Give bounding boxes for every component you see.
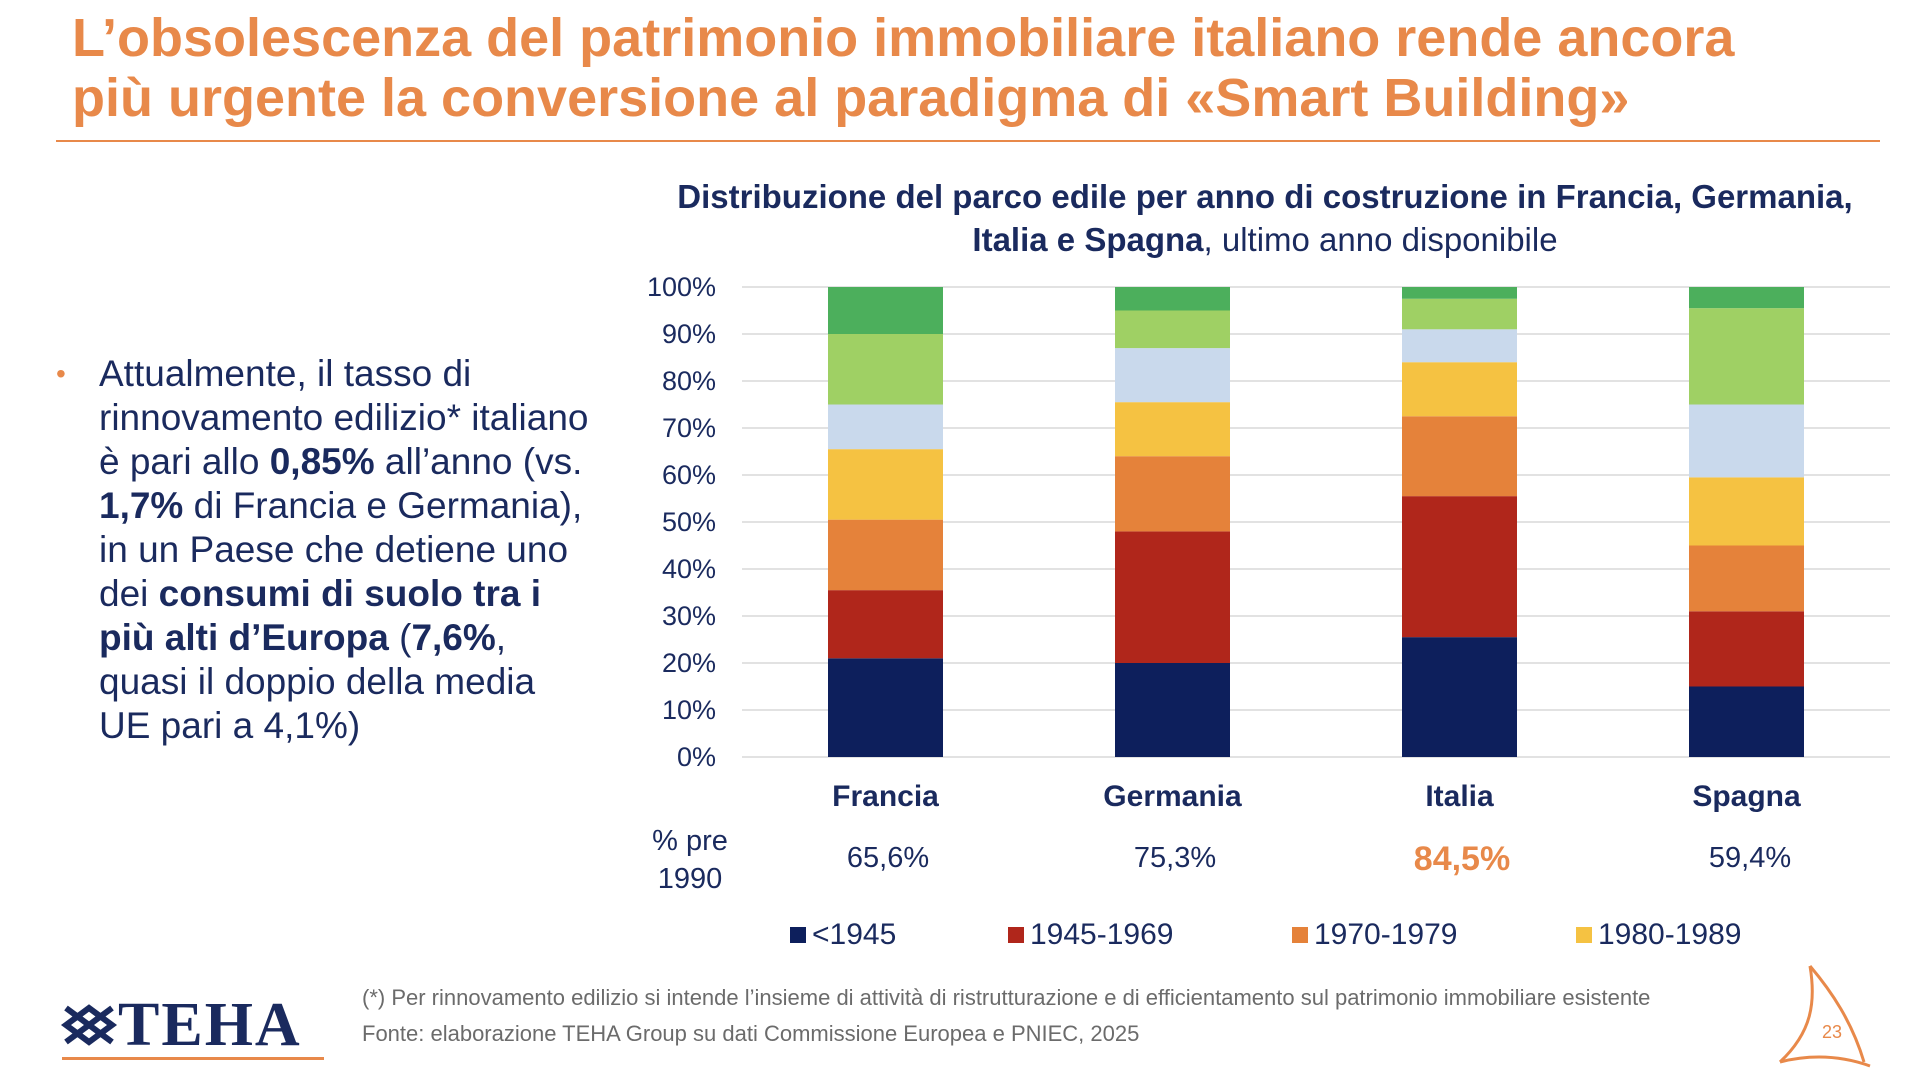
category-label: Italia — [1425, 780, 1494, 813]
bullet-seg: all’anno (vs. — [374, 441, 583, 482]
bar-segment-spagna-2 — [1689, 545, 1804, 612]
bar-segment-germania-4 — [1115, 348, 1230, 403]
bar-segment-germania-5 — [1115, 310, 1230, 349]
bar-segment-francia-6 — [828, 287, 943, 334]
bar-segment-germania-6 — [1115, 287, 1230, 311]
footnote: (*) Per rinnovamento edilizio si intende… — [362, 980, 1650, 1052]
bullet-bold: 7,6% — [411, 617, 496, 658]
bar-segment-italia-2 — [1402, 416, 1517, 497]
bullet-seg: , quasi il doppio della media UE pari a … — [99, 617, 536, 746]
logo-underline — [62, 1057, 324, 1060]
legend-item-lt1945: <1945 — [790, 918, 896, 952]
legend-label: 1970-1979 — [1314, 918, 1458, 951]
slide-title: L’obsolescenza del patrimonio immobiliar… — [72, 8, 1852, 128]
bar-segment-germania-3 — [1115, 402, 1230, 457]
bar-segment-germania-0 — [1115, 663, 1230, 757]
y-tick-label: 100% — [647, 272, 716, 302]
bar-segment-spagna-6 — [1689, 287, 1804, 309]
bar-segment-italia-4 — [1402, 329, 1517, 363]
bar-segment-spagna-3 — [1689, 477, 1804, 546]
y-tick-label: 20% — [662, 648, 716, 678]
chart-title-normal: , ultimo anno disponibile — [1203, 221, 1558, 258]
bar-segment-spagna-4 — [1689, 404, 1804, 478]
legend-item-1970-1979: 1970-1979 — [1292, 918, 1457, 952]
bullet-seg: ( — [388, 617, 412, 658]
category-label: Spagna — [1692, 780, 1801, 813]
bar-segment-spagna-0 — [1689, 686, 1804, 757]
legend-label: 1945-1969 — [1030, 918, 1174, 951]
bullet-text: • Attualmente, il tasso di rinnovamento … — [56, 352, 596, 748]
y-tick-label: 80% — [662, 366, 716, 396]
pre1990-value-germania: 75,3% — [1133, 842, 1217, 874]
footnote-source: Fonte: elaborazione TEHA Group su dati C… — [362, 1021, 1140, 1046]
chart-title-bold: Distribuzione del parco edile per anno d… — [677, 178, 1853, 258]
bar-segment-francia-2 — [828, 519, 943, 591]
title-divider — [56, 140, 1880, 142]
bar-segment-francia-5 — [828, 334, 943, 405]
bar-segment-francia-3 — [828, 449, 943, 520]
y-tick-label: 30% — [662, 601, 716, 631]
y-tick-label: 70% — [662, 413, 716, 443]
bar-segment-spagna-5 — [1689, 308, 1804, 405]
y-tick-label: 0% — [677, 742, 716, 772]
pre1990-value-spagna: 59,4% — [1708, 842, 1792, 874]
bullet-bold: 0,85% — [269, 441, 375, 482]
bullet-bold: 1,7% — [99, 485, 184, 526]
y-tick-label: 60% — [662, 460, 716, 490]
pre1990-value-francia: 65,6% — [846, 842, 930, 874]
title-line-1: L’obsolescenza del patrimonio immobiliar… — [72, 8, 1735, 68]
bullet-bold: consumi di suolo tra i più alti d’Europa — [99, 573, 542, 658]
bullet-paragraph: Attualmente, il tasso di rinnovamento ed… — [99, 352, 596, 748]
legend-swatch — [1292, 927, 1308, 943]
teha-logo: TEHA — [60, 990, 302, 1060]
bullet-dot-icon: • — [56, 358, 66, 389]
bullet-seg: di Francia e Germania), in un Paese che … — [99, 485, 583, 614]
pre1990-label: % pre 1990 — [620, 822, 760, 898]
bar-segment-italia-1 — [1402, 496, 1517, 638]
bar-segment-italia-5 — [1402, 298, 1517, 330]
bar-segment-italia-6 — [1402, 287, 1517, 299]
bar-segment-francia-1 — [828, 590, 943, 659]
category-label: Francia — [832, 780, 939, 813]
sail-decoration-icon — [1778, 965, 1871, 1068]
pre1990-label-line2: 1990 — [657, 863, 723, 895]
legend-swatch — [790, 927, 806, 943]
y-tick-label: 40% — [662, 554, 716, 584]
teha-knot-icon — [60, 1004, 118, 1046]
category-label: Germania — [1103, 780, 1242, 813]
page-number: 23 — [1822, 1022, 1843, 1042]
legend-label: <1945 — [812, 918, 897, 951]
legend-swatch — [1008, 927, 1024, 943]
bar-segment-italia-3 — [1402, 362, 1517, 417]
legend-item-1980-1989: 1980-1989 — [1576, 918, 1741, 952]
title-line-2: più urgente la conversione al paradigma … — [72, 68, 1630, 128]
bar-segment-italia-0 — [1402, 637, 1517, 757]
bar-segment-germania-1 — [1115, 531, 1230, 663]
bar-segment-spagna-1 — [1689, 611, 1804, 687]
teha-logo-text: TEHA — [118, 990, 302, 1059]
footnote-definition: (*) Per rinnovamento edilizio si intende… — [362, 985, 1651, 1010]
legend-swatch — [1576, 927, 1592, 943]
bar-segment-francia-0 — [828, 658, 943, 757]
pre1990-label-line1: % pre — [652, 825, 728, 857]
y-tick-label: 50% — [662, 507, 716, 537]
pre1990-value-italia: 84,5% — [1413, 840, 1511, 878]
legend-item-1945-1969: 1945-1969 — [1008, 918, 1173, 952]
bar-segment-germania-2 — [1115, 456, 1230, 532]
y-tick-label: 90% — [662, 319, 716, 349]
chart-title: Distribuzione del parco edile per anno d… — [640, 175, 1890, 261]
legend-label: 1980-1989 — [1598, 918, 1742, 951]
bar-segment-francia-4 — [828, 404, 943, 450]
y-tick-label: 10% — [662, 695, 716, 725]
bullet-seg: Attualmente, il tasso di rinnovamento ed… — [99, 353, 589, 482]
